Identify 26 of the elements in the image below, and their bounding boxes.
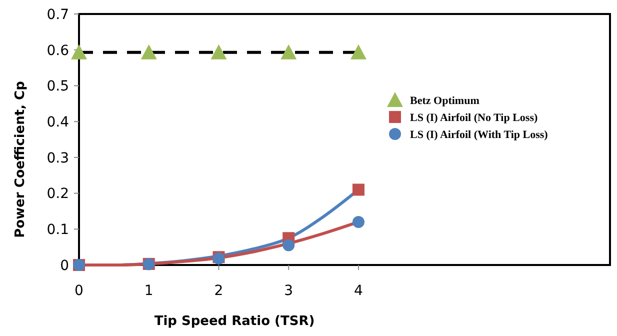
y-tick-label: 0.7 bbox=[46, 6, 69, 23]
y-axis-title: Power Coefficient, Cp bbox=[13, 81, 28, 238]
legend-label: LS (I) Airfoil (With Tip Loss) bbox=[410, 128, 548, 141]
x-axis-title: Tip Speed Ratio (TSR) bbox=[154, 314, 315, 329]
y-tick-label: 0.1 bbox=[46, 222, 69, 238]
point bbox=[350, 44, 366, 60]
x-tick-label: 0 bbox=[74, 283, 84, 299]
point bbox=[282, 239, 295, 252]
point bbox=[352, 216, 364, 228]
x-tick-label: 3 bbox=[284, 283, 294, 299]
y-tick-label: 0.4 bbox=[46, 114, 70, 130]
y-tick-label: 0 bbox=[60, 258, 69, 274]
point bbox=[140, 44, 157, 60]
legend-label: LS (I) Airfoil (No Tip Loss) bbox=[410, 112, 538, 124]
point bbox=[71, 44, 87, 60]
legend-label: Betz Optimum bbox=[410, 94, 480, 107]
y-tick-label: 0.5 bbox=[46, 78, 69, 95]
y-tick-label: 0.3 bbox=[46, 150, 69, 166]
x-tick-label: 2 bbox=[214, 283, 224, 299]
y-tick-label: 0.2 bbox=[46, 186, 69, 202]
y-tick-label: 0.6 bbox=[46, 42, 70, 59]
point bbox=[210, 44, 227, 60]
point bbox=[352, 184, 364, 196]
point bbox=[280, 44, 297, 60]
x-tick-label: 4 bbox=[354, 283, 364, 299]
x-tick-label: 1 bbox=[144, 283, 154, 299]
